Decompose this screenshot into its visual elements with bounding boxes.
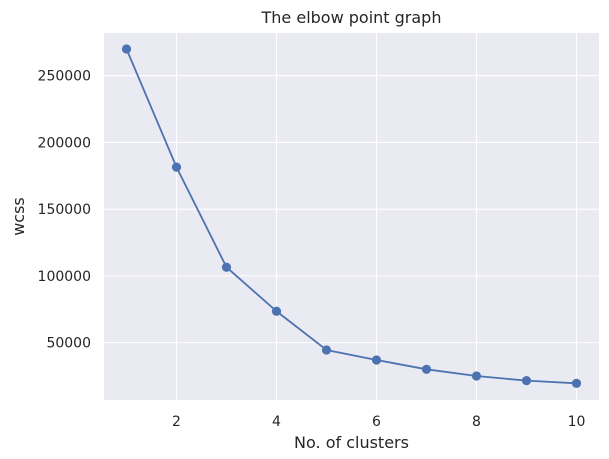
series-layer xyxy=(121,44,582,388)
chart-title: The elbow point graph xyxy=(261,8,442,27)
x-tick-labels: 2 4 6 8 10 xyxy=(172,414,585,430)
data-point xyxy=(121,44,132,54)
data-point xyxy=(221,262,232,272)
data-point xyxy=(471,371,482,381)
x-tick-label: 4 xyxy=(272,414,281,430)
y-tick-label: 100000 xyxy=(38,269,91,285)
x-tick-label: 10 xyxy=(568,414,586,430)
y-tick-labels: 50000 100000 150000 200000 250000 xyxy=(38,69,91,352)
x-tick-label: 2 xyxy=(172,414,181,430)
series-line xyxy=(125,48,577,385)
plot-area xyxy=(104,33,599,400)
data-point xyxy=(521,376,532,386)
y-tick-label: 150000 xyxy=(38,202,91,218)
x-axis-label: No. of clusters xyxy=(294,433,409,452)
grid-lines xyxy=(104,33,599,400)
data-point xyxy=(271,306,282,316)
data-point xyxy=(321,345,332,355)
data-point xyxy=(571,378,582,388)
x-tick-label: 6 xyxy=(372,414,381,430)
x-tick-label: 8 xyxy=(472,414,481,430)
data-point xyxy=(171,162,182,172)
y-tick-label: 50000 xyxy=(46,336,91,352)
y-tick-label: 200000 xyxy=(38,135,91,151)
data-point xyxy=(421,364,432,374)
y-tick-label: 250000 xyxy=(38,69,91,85)
data-point xyxy=(371,355,382,365)
y-axis-label: wcss xyxy=(9,197,28,236)
